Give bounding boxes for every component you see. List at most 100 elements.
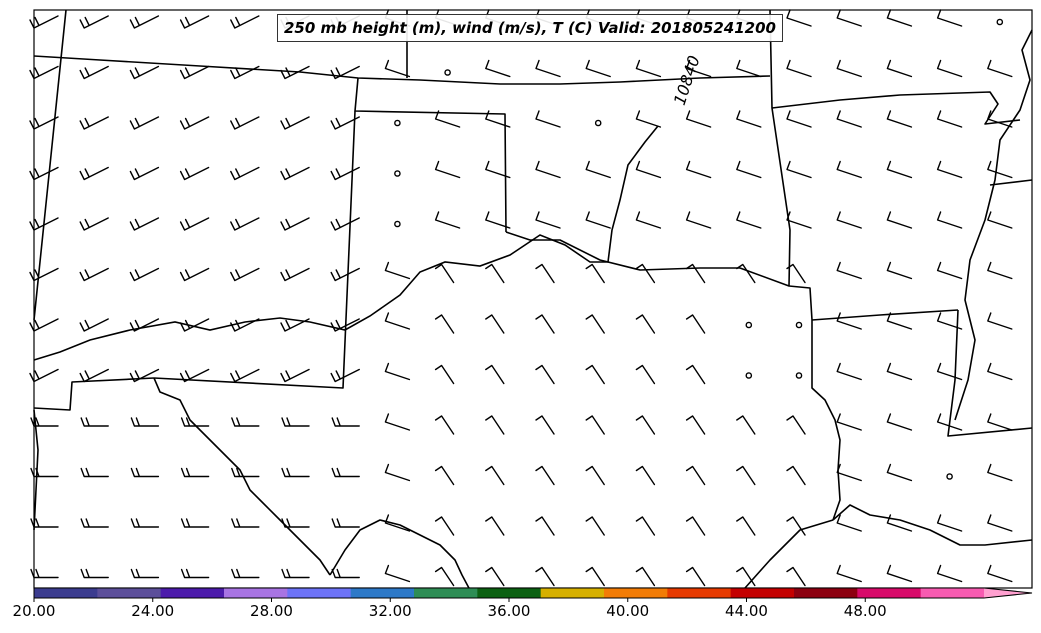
wind-barb [886,312,913,330]
wind-barb [384,362,411,381]
boundary-line [744,519,834,589]
wind-barb [936,514,963,532]
wind-barb [585,211,611,229]
wind-barb [129,166,160,181]
wind-barb [836,413,862,431]
wind-barb [80,467,109,478]
wind-barb [836,9,862,27]
wind-barb [786,415,806,435]
boundary-line [954,29,1033,421]
colorbar-segment [350,588,415,598]
wind-barb [485,516,505,536]
wind-barb [434,415,455,435]
wind-barb [635,110,662,128]
wind-barb [384,312,411,330]
wind-barb [230,166,260,181]
wind-barb [836,110,862,128]
colorbar-segment [477,588,542,598]
boundary-line [989,179,1033,186]
wind-barb [836,514,862,532]
wind-barb [230,217,260,231]
wind-barb [30,467,59,478]
wind-barb [535,566,555,587]
wind-barb [936,413,963,431]
wind-barb [786,263,806,284]
wind-barb [79,116,109,130]
colorbar-tick-label: 40.00 [606,602,650,620]
wind-barb [936,362,963,381]
height-contour [33,125,659,361]
wind-barb [936,160,963,179]
wind-barb [434,566,455,587]
wind-barb [179,15,210,29]
wind-barb [535,516,555,536]
wind-barb [485,465,505,486]
wind-barb [836,463,862,482]
wind-barb-calm [444,69,451,76]
wind-barb [129,217,160,231]
wind-barb [485,211,511,229]
colorbar-segment [920,588,985,598]
wind-barb [80,518,109,528]
wind-barb [179,166,210,181]
wind-barb [485,566,505,587]
wind-barb [635,516,656,536]
wind-barb [434,314,455,334]
wind-barb [585,160,611,179]
wind-barb [129,65,160,80]
wind-barb [736,516,756,536]
wind-barb [886,59,913,78]
wind-barb-calm [594,119,602,127]
wind-barb [179,116,210,130]
wind-barb [180,467,210,478]
wind-barb [330,166,360,181]
wind-barb [79,368,109,383]
wind-barb [29,15,59,29]
wind-barb [786,211,812,229]
wind-barb [736,211,762,229]
colorbar-segment [287,588,352,598]
wind-barb-calm [394,220,401,228]
wind-barb-calm [946,473,953,480]
wind-barb [485,59,511,78]
boundary-line [505,231,790,287]
colorbar-segment [604,588,668,598]
wind-barb [180,518,210,528]
colorbar-extend-arrow [984,588,1032,598]
wind-barb [886,362,913,381]
wind-barb [79,166,109,181]
colorbar [33,587,1033,602]
wind-barb [535,465,555,486]
wind-barb-calm [394,119,401,127]
wind-barb [585,263,605,284]
wind-barb [535,110,561,128]
wind-barb [330,65,360,80]
wind-barb [635,160,662,179]
wind-barb [585,364,605,385]
wind-barb [384,564,411,583]
wind-barb [685,211,712,229]
wind-barb [434,516,455,536]
wind-barb [635,59,662,78]
wind-barb [330,267,360,282]
wind-barb [485,160,511,179]
wind-barb [836,261,862,280]
wind-barb [29,65,59,80]
wind-barb [434,465,455,486]
wind-barb [836,211,862,229]
wind-barb [231,518,260,528]
wind-barb [987,312,1013,330]
wind-barb [635,465,656,486]
wind-barb [281,568,310,579]
wind-barb [485,263,505,284]
boundary-line [771,91,1021,125]
wind-barb [384,261,411,280]
wind-barb [434,160,461,179]
wind-barb [384,514,411,532]
wind-barb [685,59,712,78]
wind-barb [80,417,109,427]
wind-barb [535,160,561,179]
wind-barb-calm [745,321,753,329]
wind-barb [685,516,706,536]
